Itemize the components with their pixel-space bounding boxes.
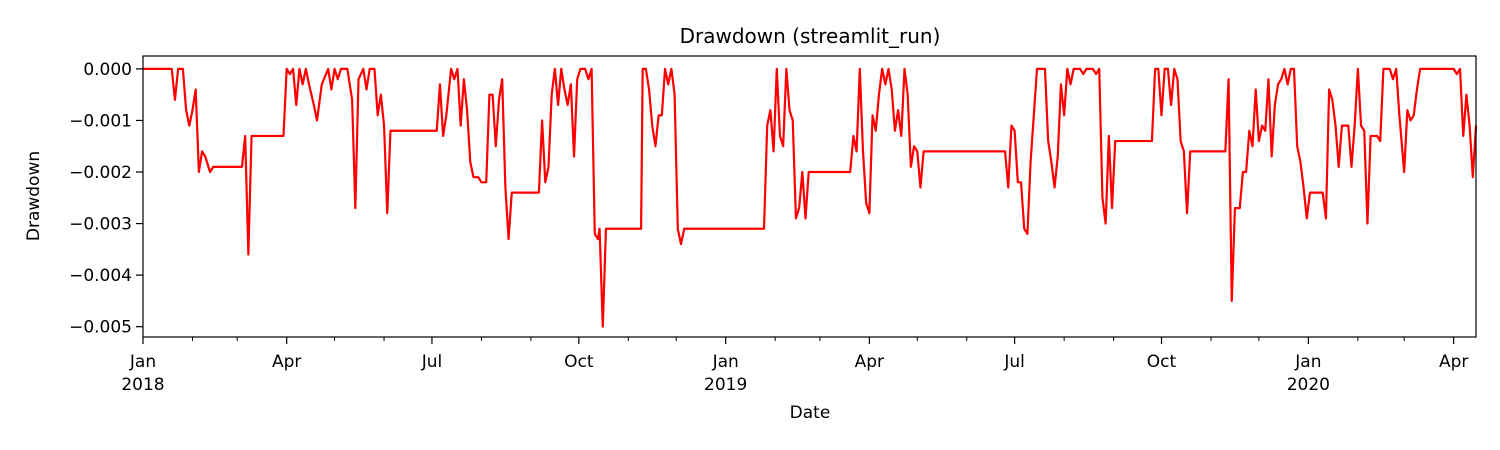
y-axis-ticks: 0.000 −0.001 −0.002 −0.003 −0.004 −0.005 xyxy=(69,60,143,338)
y-axis-label: Drawdown xyxy=(24,151,44,241)
x-tick-label: Apr xyxy=(1439,352,1468,372)
x-tick-year-label: 2020 xyxy=(1287,375,1330,395)
x-tick-label: Jan xyxy=(129,352,156,372)
x-tick-label: Oct xyxy=(1147,352,1177,372)
x-axis-ticks: Jan 2018 Apr Jul Oct Jan 2019 Apr Jul Oct Jan 2020 A… xyxy=(121,337,1468,395)
y-tick-label: −0.005 xyxy=(69,318,132,338)
x-tick-year-label: 2018 xyxy=(121,375,164,395)
y-tick-label: 0.000 xyxy=(83,60,132,80)
y-tick-label: −0.003 xyxy=(69,215,132,235)
x-tick-label: Jan xyxy=(1294,352,1321,372)
x-tick-year-label: 2019 xyxy=(704,375,747,395)
x-tick-label: Jul xyxy=(421,352,443,372)
x-tick-label: Apr xyxy=(855,352,884,372)
series-group xyxy=(143,67,1478,328)
x-tick-label: Oct xyxy=(564,352,594,372)
x-tick-label: Jul xyxy=(1003,352,1025,372)
x-tick-label: Apr xyxy=(272,352,301,372)
x-tick-label: Jan xyxy=(712,352,739,372)
chart-title: Drawdown (streamlit_run) xyxy=(680,24,941,48)
plot-frame xyxy=(142,55,1477,338)
y-tick-label: −0.002 xyxy=(69,163,132,183)
y-tick-label: −0.001 xyxy=(69,111,132,131)
x-axis-label: Date xyxy=(790,403,831,423)
y-tick-label: −0.004 xyxy=(69,266,132,286)
drawdown-series-line xyxy=(143,67,1478,328)
